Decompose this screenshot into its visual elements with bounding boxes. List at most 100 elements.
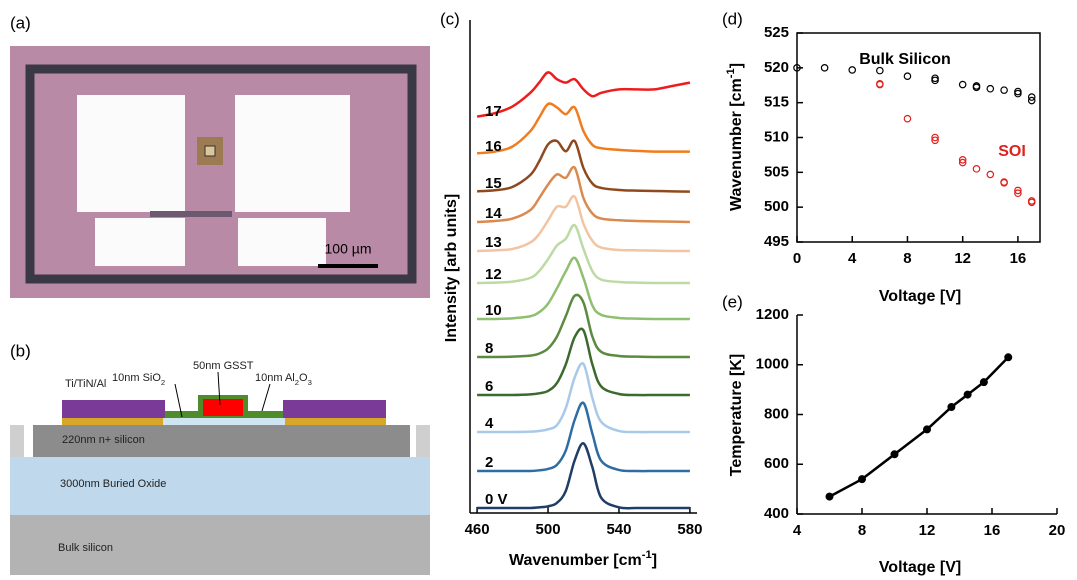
point (958, 158, 967, 167)
layer-label-part: 2 (161, 378, 165, 387)
series-label: 0 V (485, 491, 508, 508)
pad (235, 95, 350, 212)
y-tick-label: 800 (764, 405, 789, 422)
x-tick-label: 4 (848, 250, 857, 267)
layer (33, 425, 410, 457)
point (931, 76, 939, 85)
series-label: Bulk Silicon (859, 51, 951, 68)
point (931, 136, 939, 145)
layer-label-part: 3000nm Buried Oxide (60, 478, 166, 490)
substrate (10, 46, 430, 298)
line (477, 362, 690, 434)
point (876, 66, 884, 75)
point (1014, 87, 1022, 96)
layer (10, 425, 24, 457)
layer-label: 220nm n+ silicon (62, 434, 145, 446)
layer-label-part: Ti/TiN/Al (65, 378, 106, 390)
point (1027, 96, 1036, 105)
y-axis-label: Wavenumber [cm-1] (725, 63, 745, 211)
line (477, 139, 690, 193)
pointer (261, 383, 271, 412)
x-tick-label: 4 (793, 522, 802, 539)
x-axis-label: Voltage [V] (879, 559, 961, 576)
x-tick-label: 540 (606, 521, 631, 538)
scale-bar-label: 100 µm (325, 241, 372, 257)
point (972, 83, 981, 92)
point (931, 133, 939, 142)
line (828, 356, 1010, 498)
point (958, 80, 967, 89)
line (477, 293, 690, 359)
point (986, 170, 995, 179)
series-label: 8 (485, 340, 493, 357)
y-axis-label-part: ] (728, 63, 745, 68)
x-tick-label: 0 (793, 250, 801, 267)
layer-label-part: 3 (308, 378, 312, 387)
point (903, 72, 912, 80)
point (958, 155, 967, 164)
point (848, 66, 857, 74)
x-tick-label: 16 (1010, 250, 1027, 267)
series-label: 15 (485, 175, 502, 192)
marker (1004, 353, 1013, 362)
marker (947, 403, 956, 412)
y-axis-label: Temperature [K] (728, 354, 745, 476)
y-tick-label: 1200 (756, 306, 789, 323)
y-tick-label: 515 (764, 94, 789, 111)
y-tick-label: 1000 (756, 356, 789, 373)
series-label: 13 (485, 234, 502, 251)
chart: (e) 4 8 12 16 20 400 600 800 1000 1200 (722, 292, 1065, 538)
x-axis-label-part: -1 (642, 549, 652, 561)
micrograph (10, 46, 430, 298)
layer (62, 400, 165, 418)
layer-label: 3000nm Buried Oxide (60, 478, 166, 490)
point (986, 84, 995, 93)
layer-label: Bulk silicon (58, 542, 113, 554)
point (931, 74, 939, 83)
line (477, 256, 690, 321)
y-tick-label: 495 (764, 233, 789, 250)
line (477, 327, 690, 397)
line (477, 194, 690, 253)
y-axis-label: Intensity [arb units] (443, 194, 460, 342)
marker (825, 492, 834, 501)
series-label: 17 (485, 103, 502, 120)
x-axis-label-part: ] (652, 552, 657, 569)
point (1014, 89, 1022, 98)
y-tick-label: 525 (764, 24, 789, 41)
point (876, 80, 884, 89)
point (1027, 93, 1036, 101)
series-label: 10 (485, 302, 502, 319)
layer (203, 399, 243, 416)
point (820, 64, 829, 72)
layer (62, 418, 165, 425)
series-label: 2 (485, 454, 493, 471)
series-label: 16 (485, 138, 502, 155)
y-tick-label: 500 (764, 198, 789, 215)
layer-label-part: 10nm Al (255, 372, 295, 384)
point (1014, 186, 1022, 195)
line (477, 165, 690, 224)
x-tick-label: 20 (1049, 522, 1066, 539)
x-tick-label: 500 (536, 521, 561, 538)
panel-label: (c) (440, 9, 460, 28)
marker (979, 378, 988, 387)
line (477, 223, 690, 285)
pointer (174, 383, 183, 418)
marker (890, 450, 899, 459)
chart: (c) 460 500 540 580 (440, 9, 702, 537)
pointer (217, 371, 221, 406)
pad (77, 95, 185, 212)
layer-label: 10nm SiO2 (112, 372, 165, 387)
line (477, 401, 690, 473)
x-tick-label: 460 (465, 521, 490, 538)
y-tick-label: 520 (764, 59, 789, 76)
x-tick-label: 8 (858, 522, 866, 539)
layer-label: Ti/TiN/Al (65, 378, 106, 390)
y-axis-label-part: -1 (725, 68, 737, 78)
series-label: SOI (998, 143, 1026, 160)
line (476, 71, 691, 118)
layer-label-part: O (299, 372, 308, 384)
series-label: 4 (485, 415, 494, 432)
